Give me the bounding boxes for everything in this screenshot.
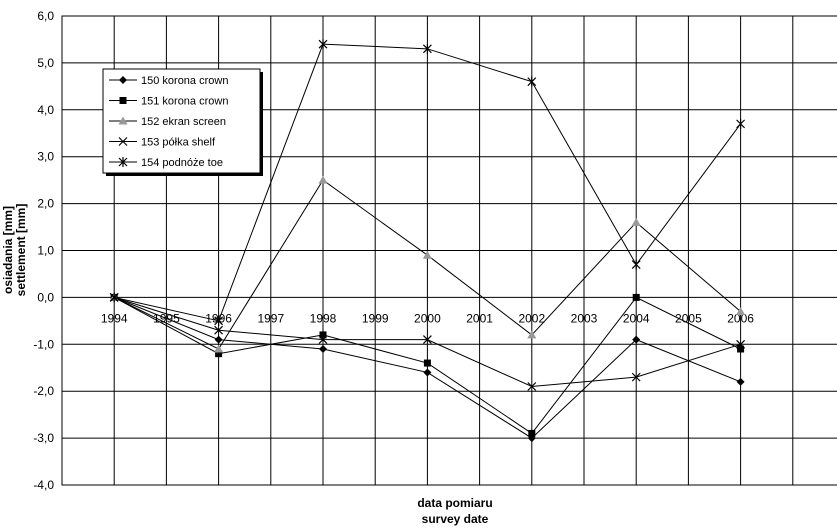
data-point-asterisk: [318, 39, 328, 50]
data-point-square: [119, 97, 127, 104]
data-point-square: [319, 331, 327, 339]
legend-item-2: 151 korona crown: [109, 96, 228, 108]
y-tick-label: 0,0: [37, 290, 54, 304]
x-tick-label: 2006: [727, 311, 754, 325]
y-tick-label: -1,0: [33, 337, 54, 351]
y-tick-label: 5,0: [37, 56, 54, 70]
data-point-x: [422, 335, 432, 345]
legend-item-3: 152 ekran screen: [109, 116, 226, 128]
data-point-square: [632, 293, 640, 301]
y-tick-label: 1,0: [37, 244, 54, 258]
series-2: [110, 293, 745, 437]
data-point-triangle: [318, 175, 328, 184]
y-tick-label: -3,0: [33, 431, 54, 445]
legend-label: 154 podnóże toe: [141, 157, 223, 169]
data-point-diamond: [632, 335, 641, 344]
data-point-asterisk: [214, 315, 224, 326]
data-point-triangle: [214, 344, 224, 353]
legend: 150 korona crown 151 korona crown 152 ekra…: [102, 68, 263, 176]
legend-label: 151 korona crown: [141, 96, 228, 108]
legend-label: 153 półka shelf: [141, 137, 216, 149]
data-point-x: [118, 137, 128, 146]
series-3: [109, 175, 746, 353]
series-group: [109, 39, 746, 443]
data-point-triangle: [527, 330, 537, 339]
y-tick-label: 2,0: [37, 197, 54, 211]
y-tick-label: -4,0: [33, 478, 54, 492]
data-point-diamond: [214, 335, 223, 344]
x-tick-label: 1997: [257, 311, 284, 325]
y-tick-label: 6,0: [37, 9, 54, 23]
data-point-square: [215, 350, 223, 358]
x-tick-label: 2000: [414, 311, 441, 325]
data-point-asterisk: [736, 118, 746, 129]
legend-item-1: 150 korona crown: [109, 75, 228, 87]
data-point-x: [318, 335, 328, 345]
x-tick-label: 1994: [101, 311, 128, 325]
x-tick-label: 1998: [310, 311, 337, 325]
data-point-triangle: [631, 217, 641, 226]
legend-item-5: 154 podnóże toe: [109, 157, 223, 169]
data-point-diamond: [319, 344, 327, 353]
data-point-asterisk: [118, 157, 128, 167]
y-tick-labels: 6,0 5,0 4,0 3,0 2,0 1,0 0,0 -1,0 -2,0 -3,0 -4,0: [33, 9, 54, 492]
y-axis-title-line2: settlement [mm]: [14, 204, 28, 297]
data-point-asterisk: [422, 43, 432, 54]
legend-label: 150 korona crown: [141, 75, 228, 87]
data-point-triangle: [422, 250, 432, 259]
data-point-x: [214, 325, 224, 335]
series-5: [109, 39, 746, 326]
x-tick-label: 2002: [518, 311, 545, 325]
data-point-triangle: [118, 116, 128, 125]
x-axis-title-line2: survey date: [422, 512, 489, 526]
y-tick-label: 4,0: [37, 103, 54, 117]
data-point-asterisk: [109, 292, 119, 303]
data-point-diamond: [119, 76, 127, 84]
data-point-asterisk: [527, 76, 537, 87]
data-point-diamond: [736, 377, 745, 386]
data-point-asterisk: [631, 259, 641, 270]
data-point-square: [737, 345, 745, 353]
data-point-x: [527, 382, 537, 391]
y-tick-label: -2,0: [33, 384, 54, 398]
y-axis-title-line1: osiadania [mm]: [1, 206, 15, 294]
data-point-square: [528, 429, 536, 437]
x-tick-label: 2005: [675, 311, 702, 325]
data-point-x: [736, 339, 746, 349]
data-point-diamond: [423, 368, 432, 377]
y-tick-label: 3,0: [37, 150, 54, 164]
legend-label: 152 ekran screen: [141, 116, 226, 128]
x-axis-title-line1: data pomiaru: [417, 496, 492, 510]
data-point-triangle: [736, 306, 746, 315]
legend-item-4: 153 półka shelf: [109, 137, 216, 149]
data-point-x: [631, 372, 641, 382]
x-tick-label: 2001: [466, 311, 493, 325]
x-tick-label: 1999: [362, 311, 389, 325]
data-point-square: [423, 359, 431, 367]
x-tick-label: 2003: [571, 311, 598, 325]
x-tick-label: 2004: [623, 311, 650, 325]
